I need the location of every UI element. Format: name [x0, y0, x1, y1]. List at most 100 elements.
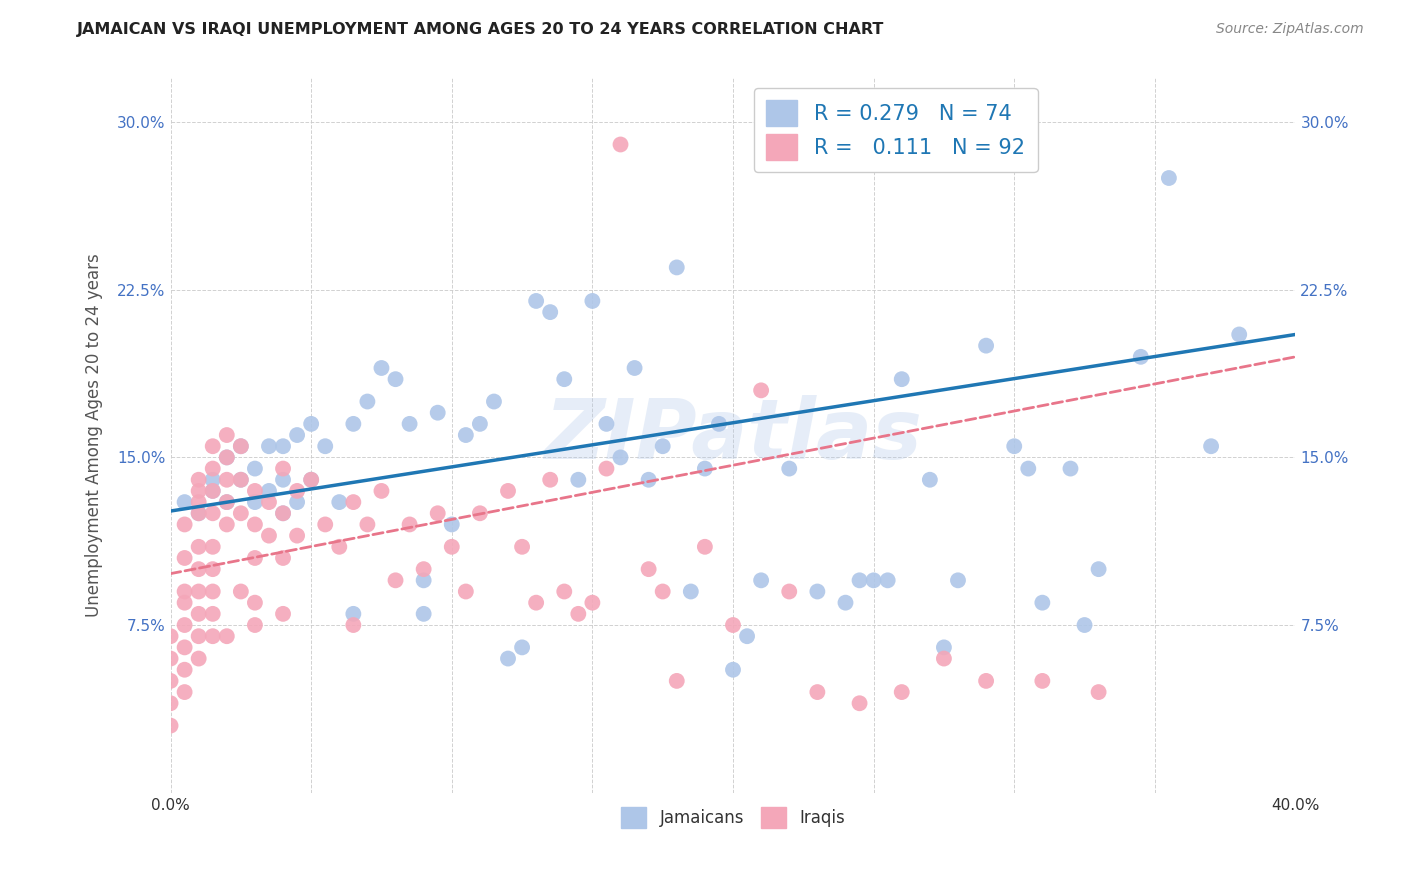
Point: [243, 483, 266, 498]
Point: [342, 618, 364, 632]
Point: [215, 450, 238, 465]
Point: [173, 618, 195, 632]
Point: [243, 461, 266, 475]
Point: [215, 495, 238, 509]
Point: [187, 495, 209, 509]
Point: [1227, 327, 1250, 342]
Point: [440, 540, 463, 554]
Point: [328, 495, 350, 509]
Point: [271, 439, 294, 453]
Point: [665, 673, 688, 688]
Point: [595, 417, 617, 431]
Point: [201, 483, 224, 498]
Point: [159, 696, 181, 710]
Point: [201, 461, 224, 475]
Point: [398, 517, 420, 532]
Point: [707, 417, 730, 431]
Point: [482, 394, 505, 409]
Point: [201, 506, 224, 520]
Point: [567, 607, 589, 621]
Point: [1031, 673, 1053, 688]
Point: [1059, 461, 1081, 475]
Point: [440, 517, 463, 532]
Point: [187, 562, 209, 576]
Point: [412, 574, 434, 588]
Point: [496, 651, 519, 665]
Point: [285, 428, 308, 442]
Point: [679, 584, 702, 599]
Point: [735, 629, 758, 643]
Point: [159, 629, 181, 643]
Point: [314, 517, 336, 532]
Point: [342, 495, 364, 509]
Point: [510, 540, 533, 554]
Point: [229, 473, 252, 487]
Point: [243, 551, 266, 566]
Point: [201, 473, 224, 487]
Point: [342, 607, 364, 621]
Point: [581, 596, 603, 610]
Point: [187, 651, 209, 665]
Point: [553, 372, 575, 386]
Point: [524, 293, 547, 308]
Point: [468, 506, 491, 520]
Point: [426, 406, 449, 420]
Point: [806, 584, 828, 599]
Point: [454, 584, 477, 599]
Point: [201, 607, 224, 621]
Point: [412, 562, 434, 576]
Point: [201, 540, 224, 554]
Point: [567, 473, 589, 487]
Point: [173, 640, 195, 655]
Point: [229, 439, 252, 453]
Point: [538, 305, 561, 319]
Point: [890, 685, 912, 699]
Point: [173, 685, 195, 699]
Text: ZIPatlas: ZIPatlas: [544, 394, 922, 475]
Point: [299, 417, 322, 431]
Point: [553, 584, 575, 599]
Point: [637, 562, 659, 576]
Point: [637, 473, 659, 487]
Point: [215, 629, 238, 643]
Point: [271, 473, 294, 487]
Text: JAMAICAN VS IRAQI UNEMPLOYMENT AMONG AGES 20 TO 24 YEARS CORRELATION CHART: JAMAICAN VS IRAQI UNEMPLOYMENT AMONG AGE…: [77, 22, 884, 37]
Point: [328, 540, 350, 554]
Point: [932, 640, 955, 655]
Point: [187, 506, 209, 520]
Point: [173, 596, 195, 610]
Point: [243, 596, 266, 610]
Point: [496, 483, 519, 498]
Point: [243, 517, 266, 532]
Point: [299, 473, 322, 487]
Point: [187, 629, 209, 643]
Point: [187, 584, 209, 599]
Point: [187, 540, 209, 554]
Point: [384, 372, 406, 386]
Point: [721, 663, 744, 677]
Point: [271, 461, 294, 475]
Point: [778, 461, 800, 475]
Point: [1073, 618, 1095, 632]
Point: [848, 696, 870, 710]
Point: [370, 361, 392, 376]
Point: [1017, 461, 1039, 475]
Point: [215, 517, 238, 532]
Point: [918, 473, 941, 487]
Point: [173, 495, 195, 509]
Point: [384, 574, 406, 588]
Point: [215, 495, 238, 509]
Point: [623, 361, 645, 376]
Point: [932, 651, 955, 665]
Point: [271, 551, 294, 566]
Point: [721, 618, 744, 632]
Point: [201, 439, 224, 453]
Point: [257, 495, 280, 509]
Point: [693, 461, 716, 475]
Point: [314, 439, 336, 453]
Point: [187, 473, 209, 487]
Point: [285, 528, 308, 542]
Y-axis label: Unemployment Among Ages 20 to 24 years: Unemployment Among Ages 20 to 24 years: [86, 253, 103, 617]
Point: [173, 551, 195, 566]
Point: [510, 640, 533, 655]
